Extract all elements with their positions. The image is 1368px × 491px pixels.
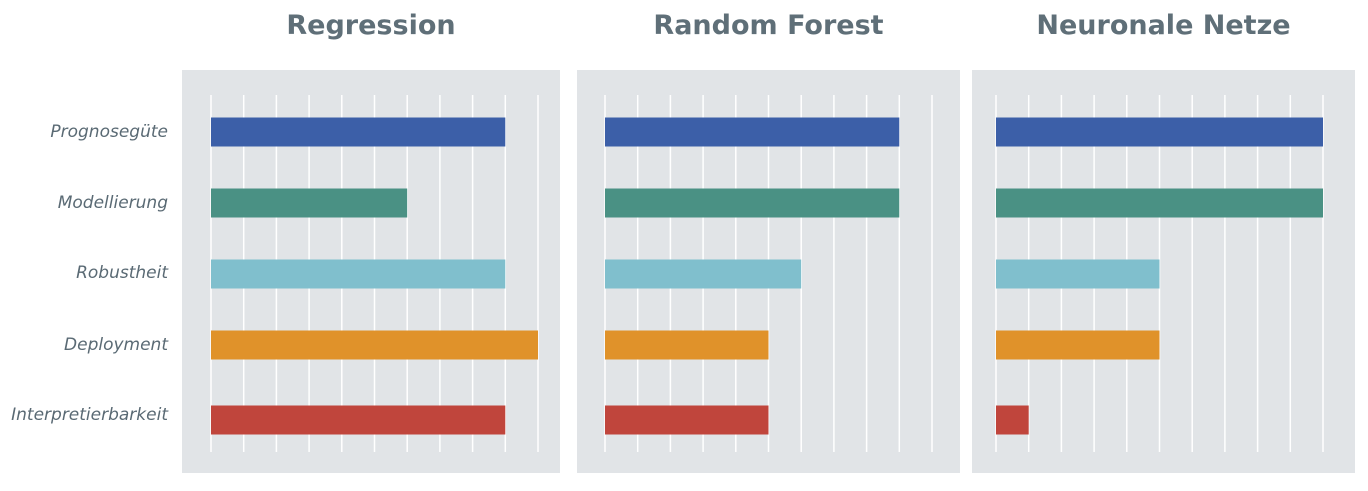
bar-regression-modellierung <box>211 188 408 218</box>
bar-random-forest-prognoseguete <box>605 117 900 147</box>
bar-random-forest-deployment <box>605 330 769 360</box>
bar-neuronale-netze-robustheit <box>996 259 1160 289</box>
bar-regression-deployment <box>211 330 538 360</box>
bar-random-forest-modellierung <box>605 188 900 218</box>
category-label-interpretierbarkeit: Interpretierbarkeit <box>11 405 168 425</box>
category-label-robustheit: Robustheit <box>76 263 168 283</box>
category-label-modellierung: Modellierung <box>57 193 168 213</box>
category-label-deployment: Deployment <box>64 335 168 355</box>
bar-regression-prognoseguete <box>211 117 506 147</box>
bar-neuronale-netze-modellierung <box>996 188 1323 218</box>
category-label-prognoseguete: Prognosegüte <box>50 122 168 142</box>
panel-title-neuronale-netze: Neuronale Netze <box>1036 10 1291 41</box>
bar-neuronale-netze-prognoseguete <box>996 117 1323 147</box>
bar-random-forest-interpretierbarkeit <box>605 405 769 435</box>
bar-random-forest-robustheit <box>605 259 802 289</box>
bar-regression-robustheit <box>211 259 506 289</box>
panel-title-random-forest: Random Forest <box>653 10 884 41</box>
bar-neuronale-netze-interpretierbarkeit <box>996 405 1029 435</box>
bar-regression-interpretierbarkeit <box>211 405 506 435</box>
panel-title-regression: Regression <box>286 10 456 41</box>
bar-neuronale-netze-deployment <box>996 330 1160 360</box>
